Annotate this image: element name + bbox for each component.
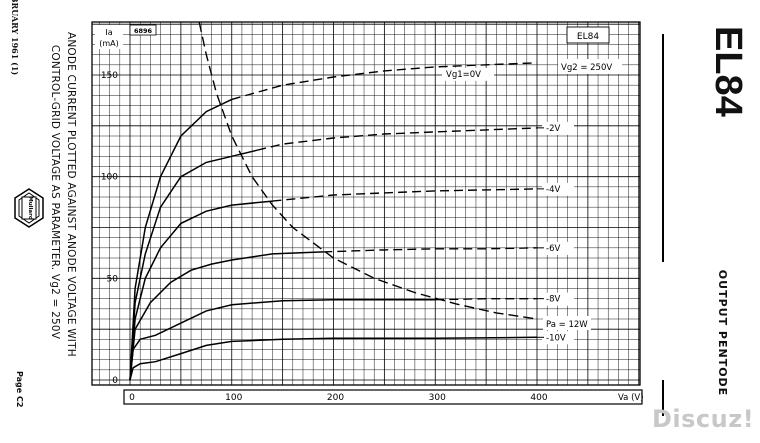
x-axis-strip xyxy=(123,389,643,405)
chart-id: 6896 xyxy=(134,27,153,35)
curve-dashed xyxy=(435,298,537,301)
x-tick-label: 200 xyxy=(327,393,344,403)
curve-dashed xyxy=(231,62,538,101)
right-rule-top xyxy=(662,34,664,262)
type-number: EL84 xyxy=(707,26,749,117)
y-tick-label: 50 xyxy=(107,274,119,284)
curve-dashed xyxy=(257,127,538,151)
y-tick-label: 100 xyxy=(101,173,118,183)
series-label-bg xyxy=(542,292,574,306)
pa-annotation: Pa = 12W xyxy=(546,320,588,330)
power-dissipation-curve xyxy=(198,21,538,320)
vg2-annotation: Vg2 = 250V xyxy=(561,63,612,73)
series-label-bg xyxy=(542,241,574,255)
curve-solid xyxy=(129,98,233,381)
series-label-bg xyxy=(542,121,574,135)
series-label: -6V xyxy=(546,244,560,254)
x-tick-label: 0 xyxy=(129,393,135,403)
series-label-bg xyxy=(542,182,574,196)
vg2-label-bg xyxy=(558,59,622,74)
curve-solid xyxy=(129,200,273,381)
chart-labels: 0 100 200 300 400 0 50 100 150 Ia (mA) Va (V) 6896 EL… xyxy=(95,24,644,403)
series-label: -4V xyxy=(546,185,560,195)
y-axis-unit: (mA) xyxy=(99,39,119,48)
series-label: -8V xyxy=(546,295,560,305)
pa-label-bg xyxy=(543,316,591,330)
series-label: -2V xyxy=(546,124,560,134)
x-tick-label: 400 xyxy=(530,393,547,403)
curve-solid xyxy=(129,298,436,381)
curve-solid xyxy=(129,336,538,381)
right-rule-bottom xyxy=(662,380,664,416)
curve-dashed xyxy=(323,247,538,253)
y-axis-title: Ia xyxy=(105,28,112,37)
x-tick-label: 100 xyxy=(225,393,242,403)
series-label-bg xyxy=(442,67,494,81)
plot-border xyxy=(91,21,641,386)
series-label: -10V xyxy=(546,333,566,343)
y-tick-label: 0 xyxy=(112,376,118,386)
y-axis-title-bg xyxy=(95,25,123,49)
curve-solid xyxy=(129,149,258,381)
series-label-bg xyxy=(542,331,574,345)
chart-curves xyxy=(129,21,538,381)
x-tick-label: 300 xyxy=(429,393,446,403)
chart-title-box xyxy=(566,26,610,44)
logo-text: Mullard xyxy=(27,196,33,220)
chart-id-box xyxy=(129,24,157,36)
chart-grid xyxy=(92,22,640,385)
curve-solid xyxy=(129,251,324,381)
watermark: Discuz! xyxy=(652,405,755,433)
mullard-logo-icon: Mullard xyxy=(14,188,44,228)
chart-title: EL84 xyxy=(577,32,599,42)
tube-description: OUTPUT PENTODE xyxy=(716,269,729,397)
x-axis-title: Va (V) xyxy=(618,393,644,403)
series-label: Vg1=0V xyxy=(446,70,481,80)
y-tick-label: 150 xyxy=(101,71,118,81)
chart-frame xyxy=(91,21,643,405)
